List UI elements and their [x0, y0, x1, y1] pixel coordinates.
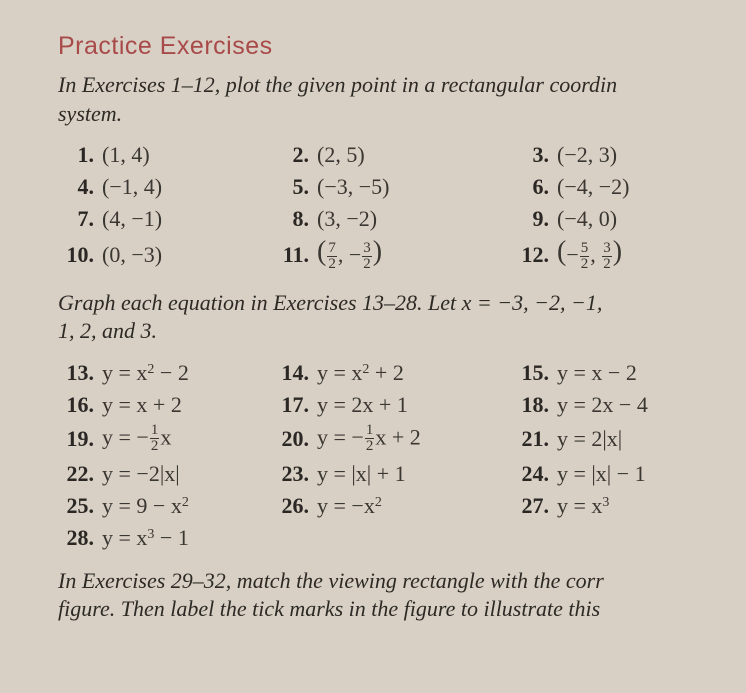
ex-number: 5.: [273, 174, 309, 200]
ex-value: y = 9 − x2: [102, 493, 189, 519]
ex-number: 16.: [58, 392, 94, 418]
ex-number: 2.: [273, 142, 309, 168]
ex-value: (3, −2): [317, 206, 377, 232]
ex-number: 18.: [513, 392, 549, 418]
ex-number: 19.: [58, 426, 94, 452]
ex-value: (−2, 3): [557, 142, 617, 168]
ex-value: y = −12x: [102, 424, 171, 455]
ex-value: y = x2 − 2: [102, 360, 189, 386]
exercise-item: 21. y = 2|x|: [513, 424, 746, 455]
exercise-item: 12. (−52, 32): [513, 238, 746, 272]
ex-number: 1.: [58, 142, 94, 168]
exercise-item: 1. (1, 4): [58, 142, 273, 168]
instr-line: In Exercises 1–12, plot the given point …: [58, 72, 617, 97]
ex-value: y = x + 2: [102, 392, 182, 418]
ex-number: 13.: [58, 360, 94, 386]
ex-value: (4, −1): [102, 206, 162, 232]
ex-value: y = x3 − 1: [102, 525, 189, 551]
ex-number: 4.: [58, 174, 94, 200]
ex-number: 10.: [58, 242, 94, 268]
ex-value: y = −x2: [317, 493, 382, 519]
instructions-3: In Exercises 29–32, match the viewing re…: [58, 567, 746, 624]
ex-number: 24.: [513, 461, 549, 487]
exercise-item: 16. y = x + 2: [58, 392, 273, 418]
ex-number: 14.: [273, 360, 309, 386]
ex-number: 15.: [513, 360, 549, 386]
exercise-item: 5. (−3, −5): [273, 174, 513, 200]
exercise-item: 17. y = 2x + 1: [273, 392, 513, 418]
exercise-item: 18. y = 2x − 4: [513, 392, 746, 418]
exercise-item: 3. (−2, 3): [513, 142, 746, 168]
instr-line: Graph each equation in Exercises 13–28. …: [58, 290, 602, 315]
ex-number: 12.: [513, 242, 549, 268]
ex-number: 21.: [513, 426, 549, 452]
exercise-item: 15. y = x − 2: [513, 360, 746, 386]
ex-number: 20.: [273, 426, 309, 452]
ex-value: (2, 5): [317, 142, 365, 168]
ex-value: (−52, 32): [557, 238, 622, 272]
ex-number: 8.: [273, 206, 309, 232]
ex-value: (1, 4): [102, 142, 150, 168]
instructions-2: Graph each equation in Exercises 13–28. …: [58, 289, 746, 346]
ex-number: 25.: [58, 493, 94, 519]
ex-value: y = x2 + 2: [317, 360, 404, 386]
instr-line: system.: [58, 101, 122, 126]
instr-line: 1, 2, and 3.: [58, 318, 157, 343]
exercise-item: 2. (2, 5): [273, 142, 513, 168]
exercise-item: 20. y = −12x + 2: [273, 424, 513, 455]
ex-number: 23.: [273, 461, 309, 487]
ex-value: (−3, −5): [317, 174, 389, 200]
exercise-item: 11. (72, −32): [273, 238, 513, 272]
section-title: Practice Exercises: [58, 32, 746, 61]
exercise-item: 8. (3, −2): [273, 206, 513, 232]
ex-value: y = −2|x|: [102, 461, 180, 487]
exercise-item: 25. y = 9 − x2: [58, 493, 273, 519]
exercise-item: 28. y = x3 − 1: [58, 525, 273, 551]
exercise-item: 27. y = x3: [513, 493, 746, 519]
ex-value: y = |x| − 1: [557, 461, 646, 487]
ex-number: 6.: [513, 174, 549, 200]
exercise-item: 9. (−4, 0): [513, 206, 746, 232]
exercise-item: 10. (0, −3): [58, 238, 273, 272]
ex-value: (72, −32): [317, 238, 382, 272]
ex-value: y = −12x + 2: [317, 424, 421, 455]
instructions-1: In Exercises 1–12, plot the given point …: [58, 71, 746, 128]
exercise-item: 7. (4, −1): [58, 206, 273, 232]
exercise-item: 19. y = −12x: [58, 424, 273, 455]
ex-number: 22.: [58, 461, 94, 487]
ex-number: 26.: [273, 493, 309, 519]
ex-value: (−1, 4): [102, 174, 162, 200]
ex-number: 28.: [58, 525, 94, 551]
ex-value: y = x − 2: [557, 360, 637, 386]
exercise-item: 23. y = |x| + 1: [273, 461, 513, 487]
ex-number: 17.: [273, 392, 309, 418]
ex-number: 27.: [513, 493, 549, 519]
exercises-1-12: 1. (1, 4) 2. (2, 5) 3. (−2, 3) 4. (−1, 4) 5.…: [58, 142, 746, 272]
exercise-item: 4. (−1, 4): [58, 174, 273, 200]
ex-number: 3.: [513, 142, 549, 168]
exercise-item: 26. y = −x2: [273, 493, 513, 519]
exercise-item: 22. y = −2|x|: [58, 461, 273, 487]
ex-number: 7.: [58, 206, 94, 232]
exercise-item: 6. (−4, −2): [513, 174, 746, 200]
ex-number: 9.: [513, 206, 549, 232]
instr-line: In Exercises 29–32, match the viewing re…: [58, 568, 604, 593]
instr-line: figure. Then label the tick marks in the…: [58, 596, 600, 621]
ex-value: y = |x| + 1: [317, 461, 406, 487]
ex-value: y = 2|x|: [557, 426, 622, 452]
ex-value: (0, −3): [102, 242, 162, 268]
ex-number: 11.: [273, 242, 309, 268]
ex-value: y = 2x + 1: [317, 392, 408, 418]
ex-value: y = x3: [557, 493, 609, 519]
exercise-item: 24. y = |x| − 1: [513, 461, 746, 487]
exercises-13-28: 13. y = x2 − 2 14. y = x2 + 2 15. y = x − 2…: [58, 360, 746, 551]
exercise-item: 14. y = x2 + 2: [273, 360, 513, 386]
ex-value: (−4, 0): [557, 206, 617, 232]
ex-value: y = 2x − 4: [557, 392, 648, 418]
ex-value: (−4, −2): [557, 174, 629, 200]
exercise-item: 13. y = x2 − 2: [58, 360, 273, 386]
